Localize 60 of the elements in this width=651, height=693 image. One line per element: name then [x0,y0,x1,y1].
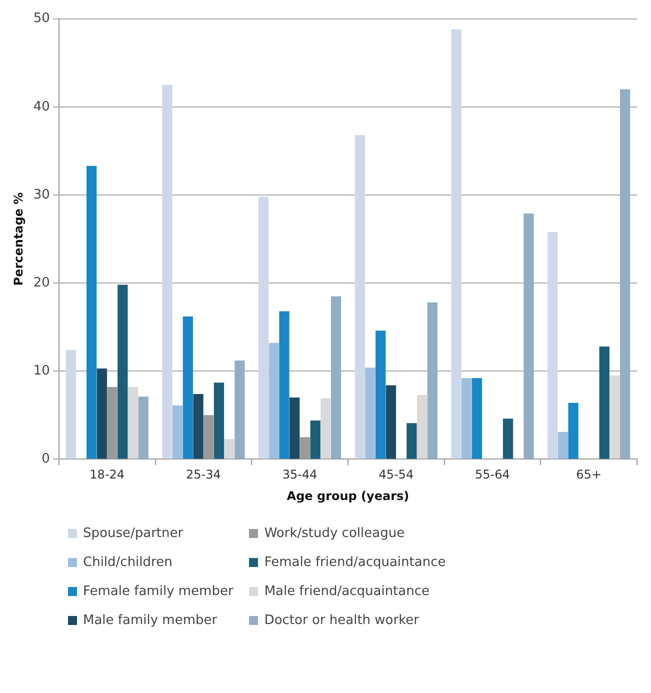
x-axis-title: Age group (years) [286,488,410,503]
bar [365,368,376,459]
bar [128,386,138,459]
x-tick-label: 65+ [576,468,602,482]
y-tick-label: 30 [33,187,50,202]
bar [502,418,514,459]
bar [406,423,417,459]
legend-label: Female family member [83,584,234,599]
bar [268,342,279,459]
bar [472,378,482,459]
bar [182,316,193,459]
bar [330,296,342,459]
bar [214,382,224,459]
legend-label: Work/study colleague [264,526,405,541]
bar [279,311,290,459]
y-axis-title: Percentage % [11,192,26,286]
legend-label: Male family member [83,613,218,628]
x-tick-label: 25-34 [186,468,221,482]
y-tick-label: 40 [33,99,50,114]
bar [310,420,320,459]
bar [66,350,76,459]
bar [558,432,568,459]
bar [258,196,269,459]
x-tick-label: 18-24 [90,468,125,482]
bar [354,135,365,459]
bar [427,302,438,459]
bar [162,84,172,459]
legend-label: Male friend/acquaintance [264,584,430,599]
bar [524,213,534,459]
bar [320,398,331,459]
legend-label: Child/children [83,555,172,570]
bar [193,394,204,459]
bar [86,166,97,459]
y-tick-label: 10 [33,363,50,378]
bar [234,360,245,459]
y-tick-label: 50 [33,11,50,26]
y-tick-label: 20 [33,275,50,290]
bar [96,368,108,459]
bar [451,29,462,459]
bar [172,405,183,459]
bar [386,385,396,459]
bar [548,232,558,459]
bar [610,376,620,459]
bar [599,346,610,459]
bar [462,378,472,459]
bar [224,438,234,459]
bar [290,398,300,459]
legend-label: Doctor or health worker [264,613,420,628]
bar [138,396,148,459]
bar [118,284,128,459]
bar [416,394,428,459]
x-tick-label: 55-64 [475,468,510,482]
x-tick-label: 45-54 [378,468,414,482]
legend-label: Female friend/acquaintance [264,555,446,570]
bar [568,402,578,459]
x-tick-label: 35-44 [282,468,318,482]
bar [620,89,630,459]
y-tick-label: 0 [42,452,50,467]
bar [376,330,386,459]
legend-label: Spouse/partner [83,526,184,541]
